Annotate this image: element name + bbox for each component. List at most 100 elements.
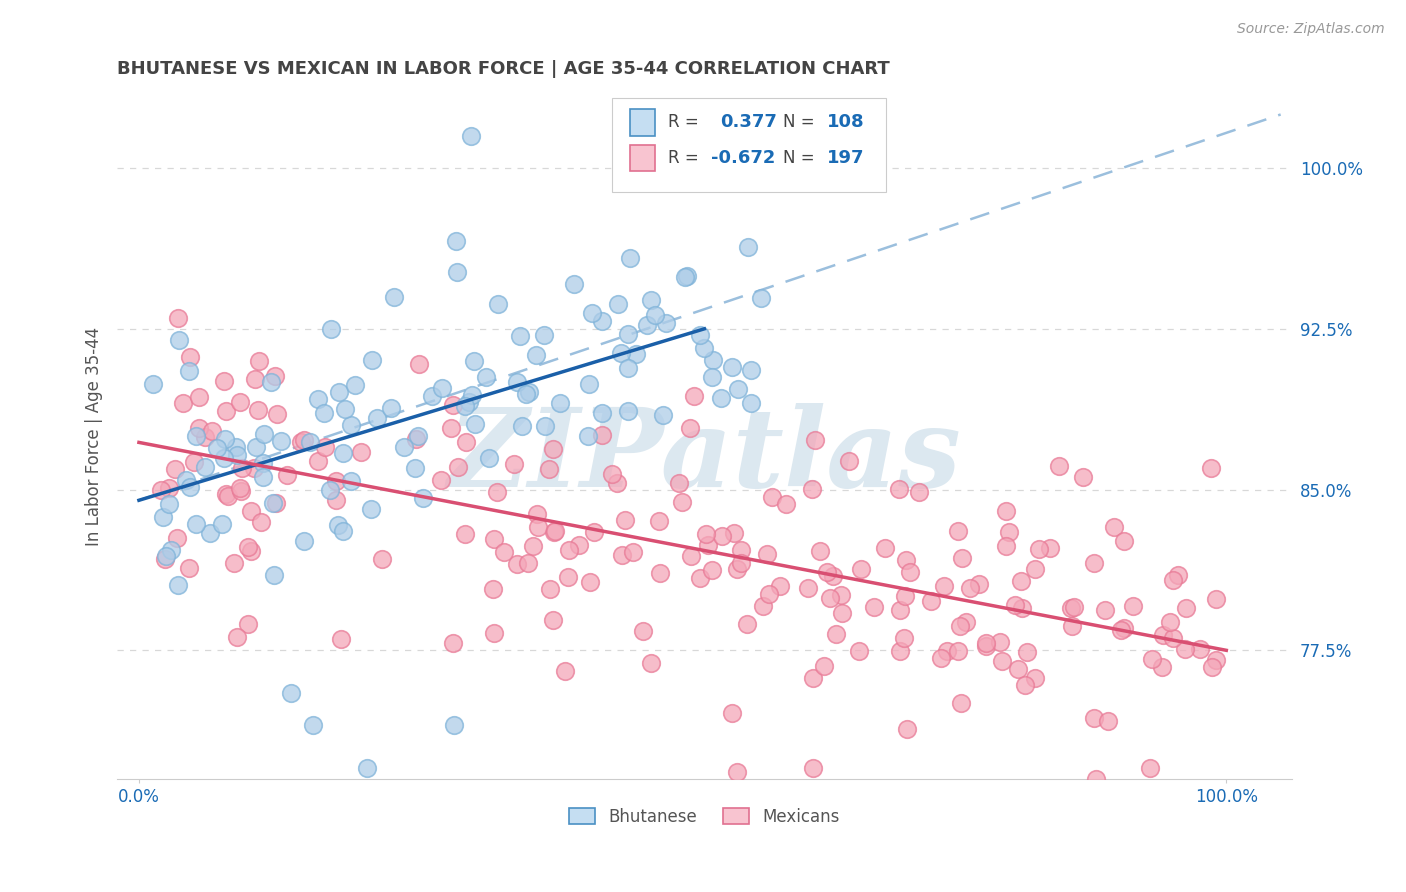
Point — [636, 318, 658, 333]
Point — [991, 654, 1014, 668]
Point — [328, 517, 350, 532]
Point — [460, 128, 482, 143]
Point — [775, 497, 797, 511]
Point — [486, 484, 509, 499]
Point — [710, 391, 733, 405]
Point — [478, 450, 501, 465]
Point — [1014, 678, 1036, 692]
Point — [506, 375, 529, 389]
Point — [1167, 568, 1189, 582]
Point — [526, 520, 548, 534]
Point — [695, 527, 717, 541]
Point — [159, 481, 181, 495]
Point — [307, 392, 329, 406]
Point — [1114, 534, 1136, 549]
Point — [384, 290, 406, 304]
Point — [541, 442, 564, 457]
Text: R =: R = — [668, 113, 699, 131]
Point — [253, 426, 276, 441]
Point — [737, 240, 759, 254]
Point — [270, 434, 292, 449]
Point — [243, 460, 266, 475]
Point — [723, 525, 745, 540]
Point — [1097, 714, 1119, 728]
Point — [591, 313, 613, 327]
Point — [194, 430, 217, 444]
Point — [751, 291, 773, 305]
Point — [454, 434, 477, 449]
Point — [214, 432, 236, 446]
Point — [214, 374, 236, 388]
Point — [266, 407, 288, 421]
Text: Source: ZipAtlas.com: Source: ZipAtlas.com — [1237, 22, 1385, 37]
Point — [648, 514, 671, 528]
Point — [946, 644, 969, 658]
Point — [406, 429, 429, 443]
Point — [226, 449, 249, 463]
Point — [361, 353, 384, 368]
Point — [797, 581, 820, 595]
Point — [187, 421, 209, 435]
Point — [1015, 645, 1038, 659]
Point — [201, 424, 224, 438]
Point — [831, 606, 853, 620]
Point — [873, 541, 896, 555]
Point — [332, 446, 354, 460]
Point — [329, 632, 352, 646]
Point — [366, 410, 388, 425]
Point — [262, 495, 284, 509]
Point — [769, 578, 792, 592]
Point — [1201, 660, 1223, 674]
Point — [325, 492, 347, 507]
Point — [544, 524, 567, 539]
Point — [1060, 600, 1083, 615]
Point — [1111, 624, 1133, 638]
Point — [557, 570, 579, 584]
Point — [240, 544, 263, 558]
Point — [224, 557, 246, 571]
Point — [889, 644, 911, 658]
Point — [689, 570, 711, 584]
Point — [934, 579, 956, 593]
Point — [505, 558, 527, 572]
Point — [340, 474, 363, 488]
Point — [949, 619, 972, 633]
Point — [804, 434, 827, 448]
Point — [231, 484, 253, 499]
Point — [800, 483, 823, 497]
Point — [240, 504, 263, 518]
Point — [325, 474, 347, 488]
Point — [446, 265, 468, 279]
Point — [166, 531, 188, 545]
Point — [264, 496, 287, 510]
Point — [721, 360, 744, 375]
Point — [356, 761, 378, 775]
Point — [967, 577, 990, 591]
Point — [484, 532, 506, 546]
Point — [464, 417, 486, 431]
Point — [1161, 632, 1184, 646]
Point — [537, 462, 560, 476]
Point — [1159, 615, 1181, 630]
Point — [1071, 469, 1094, 483]
Point — [1173, 641, 1195, 656]
Point — [887, 482, 910, 496]
Point — [167, 334, 190, 348]
Point — [461, 388, 484, 402]
Point — [1060, 618, 1083, 632]
Point — [167, 310, 190, 325]
Point — [735, 617, 758, 632]
Point — [740, 363, 762, 377]
Point — [562, 277, 585, 292]
Point — [440, 421, 463, 435]
Point — [920, 594, 942, 608]
Point — [1140, 651, 1163, 665]
Point — [184, 516, 207, 531]
Point — [475, 370, 498, 384]
Point — [319, 483, 342, 498]
Point — [492, 545, 515, 559]
Point — [949, 696, 972, 710]
Point — [1007, 662, 1029, 676]
Point — [752, 599, 775, 613]
Point — [166, 578, 188, 592]
